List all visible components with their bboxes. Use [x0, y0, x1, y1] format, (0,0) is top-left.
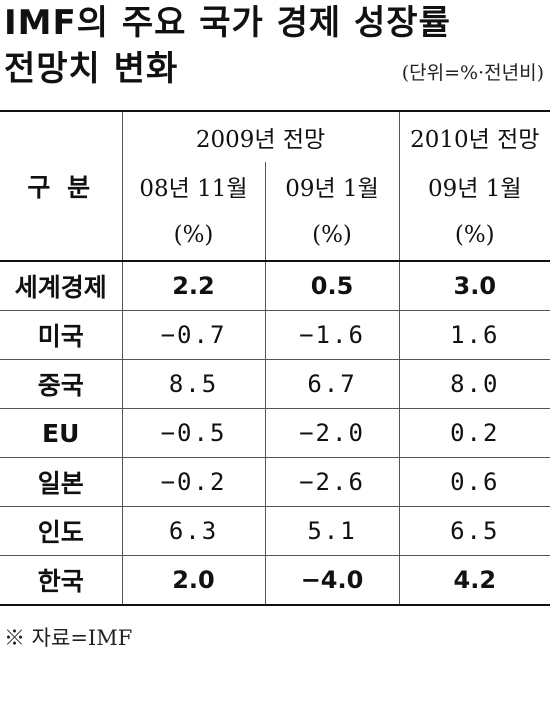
value-cell: 8.0 [398, 359, 550, 409]
value-cell: 2.2 [121, 260, 265, 311]
value-cell: 5.1 [264, 506, 400, 556]
row-label: 인도 [0, 506, 122, 556]
table-row: 인도 6.3 5.1 6.5 [0, 506, 550, 556]
value-cell: −0.2 [121, 457, 265, 507]
table-row: 중국 8.5 6.7 8.0 [0, 359, 550, 409]
value-cell: 4.2 [398, 555, 550, 606]
value-cell: 0.5 [264, 260, 400, 311]
subcol-header-1: 08년 11월 [121, 162, 265, 210]
table-row: EU −0.5 −2.0 0.2 [0, 408, 550, 458]
value-cell: 6.5 [398, 506, 550, 556]
value-cell: 0.6 [398, 457, 550, 507]
value-cell: 8.5 [121, 359, 265, 409]
value-cell: −1.6 [264, 310, 400, 360]
value-cell: −2.6 [264, 457, 400, 507]
value-cell: 3.0 [398, 260, 550, 311]
period-2009-header: 2009년 전망 [121, 110, 400, 162]
title-line-1: IMF의 주요 국가 경제 성장률 [4, 3, 451, 43]
value-cell: 6.7 [264, 359, 400, 409]
growth-forecast-table: 구 분 2009년 전망 2010년 전망 08년 11월 09년 1월 09년… [0, 110, 550, 606]
row-label: EU [0, 408, 122, 458]
table-row: 일본 −0.2 −2.6 0.6 [0, 457, 550, 507]
subcol-header-3: 09년 1월 [398, 162, 550, 210]
title-line-2: 전망치 변화 [4, 49, 179, 89]
value-cell: −0.7 [121, 310, 265, 360]
table-row: 한국 2.0 −4.0 4.2 [0, 555, 550, 606]
table-row: 미국 −0.7 −1.6 1.6 [0, 310, 550, 360]
source-note: ※ 자료=IMF [4, 626, 133, 650]
row-label: 일본 [0, 457, 122, 507]
row-label: 중국 [0, 359, 122, 409]
value-cell: 2.0 [121, 555, 265, 606]
unit-header-3: (%) [398, 210, 550, 261]
row-label: 미국 [0, 310, 122, 360]
page-title: IMF의 주요 국가 경제 성장률 전망치 변화 [4, 0, 451, 92]
row-label: 세계경제 [0, 260, 122, 311]
unit-header-1: (%) [121, 210, 265, 261]
table-row: 세계경제 2.2 0.5 3.0 [0, 260, 550, 311]
unit-note: (단위=%·전년비) [401, 62, 544, 84]
value-cell: 0.2 [398, 408, 550, 458]
value-cell: −4.0 [264, 555, 400, 606]
subcol-header-2: 09년 1월 [264, 162, 400, 210]
value-cell: −0.5 [121, 408, 265, 458]
value-cell: 1.6 [398, 310, 550, 360]
value-cell: −2.0 [264, 408, 400, 458]
row-header: 구 분 [0, 110, 122, 261]
period-2010-header: 2010년 전망 [398, 110, 550, 162]
value-cell: 6.3 [121, 506, 265, 556]
unit-header-2: (%) [264, 210, 400, 261]
row-label: 한국 [0, 555, 122, 606]
